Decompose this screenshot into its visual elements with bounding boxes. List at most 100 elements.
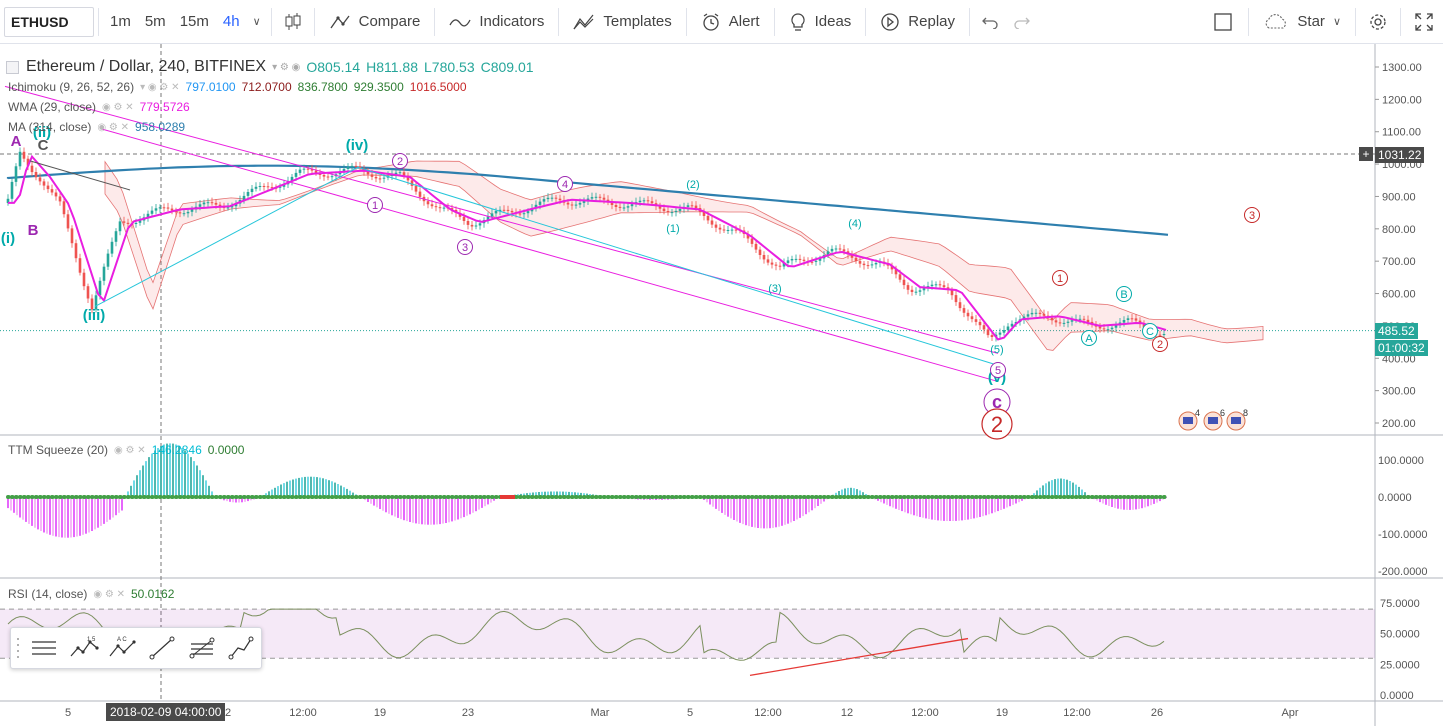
candle-body [1134,318,1138,321]
candle-body [594,196,598,198]
candle-body [714,224,718,228]
candle-body [150,210,154,214]
event-flag-icon [1231,417,1241,424]
candle-body [66,214,70,229]
wave-label: (iv) [346,137,369,154]
candle-body [502,209,506,211]
candle-body [486,216,490,221]
candle-body [574,204,578,206]
candle-body [1110,327,1114,330]
redo-button[interactable] [1006,0,1038,44]
candle-body [402,172,406,176]
compare-button[interactable]: Compare [319,0,431,44]
timeframe-5m[interactable]: 5m [144,13,166,30]
candle-body [46,185,50,190]
symbol-title: Ethereum / Dollar, 240, BITFINEX [26,58,267,75]
candle-body [166,207,170,209]
drag-handle-icon[interactable] [14,631,22,665]
legend-settings-icon[interactable]: ◉ ⚙ ✕ [93,588,125,600]
candle-body [478,223,482,226]
candle-body [794,258,798,260]
rsi-divergence-line [749,637,969,677]
crosshair-plus-icon[interactable]: + [1359,147,1373,161]
candle-body [938,284,942,286]
ohlc-high: H811.88 [366,59,418,75]
fib-retracement-tool-icon[interactable] [185,631,219,665]
svg-text:A C: A C [117,637,127,643]
candle-body [1062,322,1066,324]
candle-body [294,172,298,177]
time-axis-label: 23 [462,707,474,719]
top-toolbar: ETHUSD 1m 5m 15m 4h ∨ Compare Indicators… [0,0,1443,44]
wave-circle-label [981,408,1013,440]
candle-body [930,284,934,287]
fullscreen-square-button[interactable] [1202,0,1244,44]
candle-body [54,192,58,197]
candle-body [134,222,138,224]
fullscreen-button[interactable] [1405,0,1443,44]
candle-body [1102,328,1106,330]
chart-type-button[interactable] [276,0,310,44]
candle-body [1058,322,1062,324]
candle-body [830,248,834,252]
templates-button[interactable]: Templates [563,0,681,44]
candle-body [770,262,774,265]
candle-body [442,207,446,209]
legend-settings-icon[interactable]: ▾ ◉ ⚙ ✕ [140,81,180,93]
star-button[interactable]: Star ∨ [1253,0,1351,44]
candle-body [998,332,1002,335]
candle-body [914,291,918,293]
elliott-impulse-tool-icon[interactable]: 1 5 [67,631,101,665]
wave-label: (ii) [33,124,51,141]
indicators-button[interactable]: Indicators [439,0,554,44]
horizontal-lines-tool-icon[interactable] [27,631,61,665]
legend-settings-icon[interactable]: ▾ ⚙ ◉ [272,61,301,73]
candle-body [58,196,62,202]
chart-canvas[interactable]: 1300.001200.001100.001000.00900.00800.00… [0,44,1443,726]
ohlc-low: L780.53 [424,59,475,75]
path-tool-icon[interactable] [224,631,258,665]
timeframe-15m[interactable]: 15m [179,13,209,30]
candle-body [1034,312,1038,314]
candle-body [834,248,838,250]
timeframe-1m[interactable]: 1m [110,13,131,30]
candle-body [198,204,202,207]
alert-button[interactable]: Alert [691,0,770,44]
candle-body [718,227,722,230]
price-axis-label: 900.00 [1382,191,1416,203]
ttm-legend: TTM Squeeze (20) ◉ ⚙ ✕ 146.2846 0.0000 [8,443,244,457]
replay-button[interactable]: Replay [870,0,965,44]
candle-body [170,208,174,211]
timeframe-4h[interactable]: 4h [222,13,240,30]
timeframe-dropdown-icon[interactable]: ∨ [252,16,261,28]
settings-button[interactable] [1360,0,1396,44]
legend-settings-icon[interactable]: ◉ ⚙ ✕ [102,101,134,113]
undo-button[interactable] [974,0,1006,44]
elliott-abc-tool-icon[interactable]: A C [106,631,140,665]
candle-body [798,258,802,260]
cloud-icon [1266,13,1287,29]
candle-body [506,209,510,211]
candle-body [1054,320,1058,323]
candle-body [578,202,582,205]
ichimoku-lagging: 836.7800 [297,80,348,94]
price-axis-label: 400.00 [1382,353,1416,365]
time-axis-label: 19 [374,707,386,719]
event-flag-icon [1208,417,1218,424]
candle-body [50,189,54,193]
legend-settings-icon[interactable]: ◉ ⚙ ✕ [114,444,146,456]
candle-body [814,260,818,262]
price-axis-label: 1100.00 [1382,127,1421,139]
wave-label: 3 [1249,210,1255,222]
symbol-search[interactable]: ETHUSD [4,6,94,37]
time-axis-label: 12:00 [1063,707,1091,719]
trendline-tool-icon[interactable] [145,631,179,665]
redo-icon [1014,17,1030,29]
legend-settings-icon[interactable]: ◉ ⚙ ✕ [97,121,130,133]
candle-body [518,213,522,215]
collapse-icon[interactable] [6,60,19,74]
ideas-button[interactable]: Ideas [779,0,862,44]
wma-legend: WMA (29, close) ◉ ⚙ ✕ 779.5726 [8,100,190,114]
wave-label: B [28,222,39,239]
candle-body [962,308,966,313]
